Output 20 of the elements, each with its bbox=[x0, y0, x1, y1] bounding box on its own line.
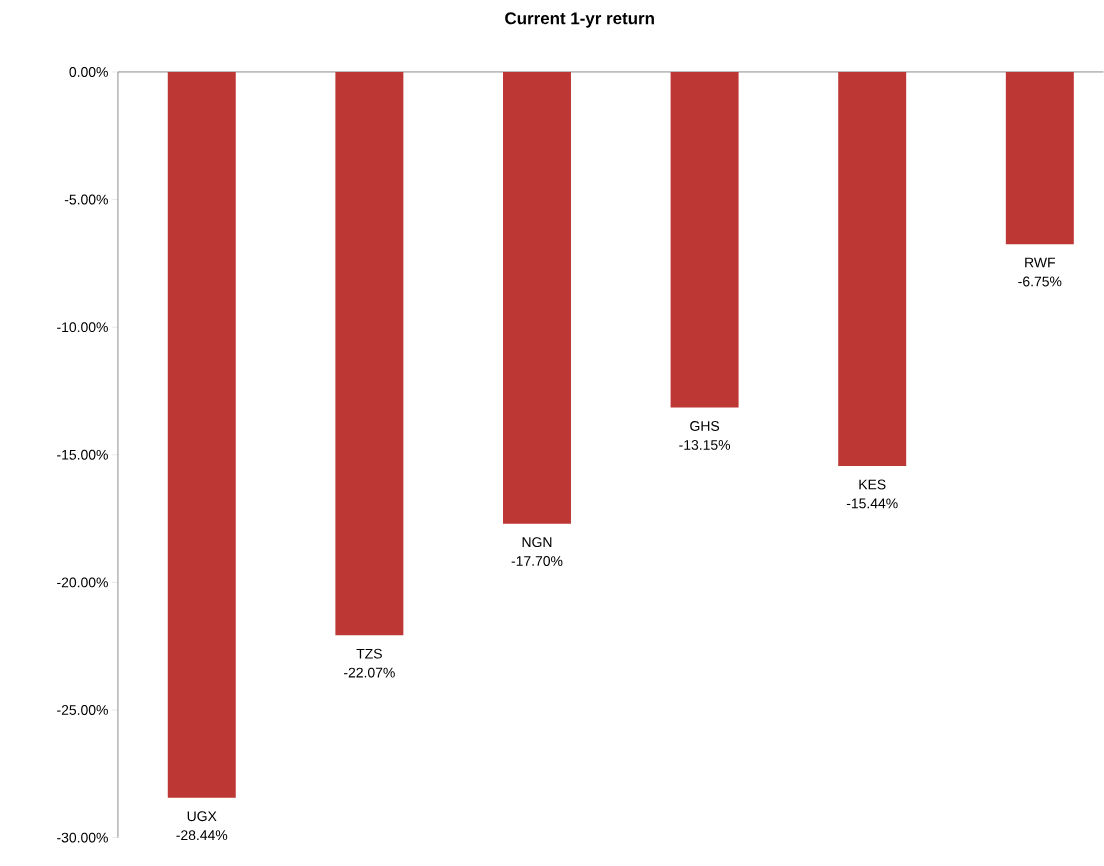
x-tick-label: KES bbox=[859, 479, 886, 490]
data-label: -17.70% bbox=[511, 556, 563, 567]
y-tick-label: -25.00% bbox=[57, 705, 108, 716]
y-tick-label: 0.00% bbox=[69, 67, 108, 78]
data-label: -6.75% bbox=[1018, 276, 1062, 287]
data-label: -13.15% bbox=[679, 440, 731, 451]
data-label: -22.07% bbox=[344, 667, 395, 678]
y-tick-label: -15.00% bbox=[57, 450, 108, 460]
x-tick-label: GHS bbox=[690, 421, 720, 432]
x-tick-label: UGX bbox=[187, 811, 217, 822]
x-tick-label: TZS bbox=[356, 648, 382, 659]
y-tick-label: -30.00% bbox=[57, 832, 108, 843]
y-tick-label: -10.00% bbox=[57, 322, 108, 333]
data-label: -15.44% bbox=[846, 498, 898, 509]
x-tick-label: NGN bbox=[522, 537, 552, 548]
chart-title: Current 1-yr return bbox=[505, 12, 654, 28]
y-tick-label: -5.00% bbox=[64, 194, 108, 205]
x-tick-label: RWF bbox=[1025, 257, 1056, 268]
y-tick-label: -20.00% bbox=[57, 577, 108, 588]
data-label: -28.44% bbox=[176, 830, 228, 841]
